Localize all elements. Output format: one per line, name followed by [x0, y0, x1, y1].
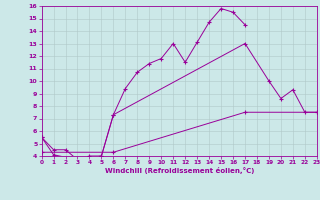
X-axis label: Windchill (Refroidissement éolien,°C): Windchill (Refroidissement éolien,°C) [105, 167, 254, 174]
